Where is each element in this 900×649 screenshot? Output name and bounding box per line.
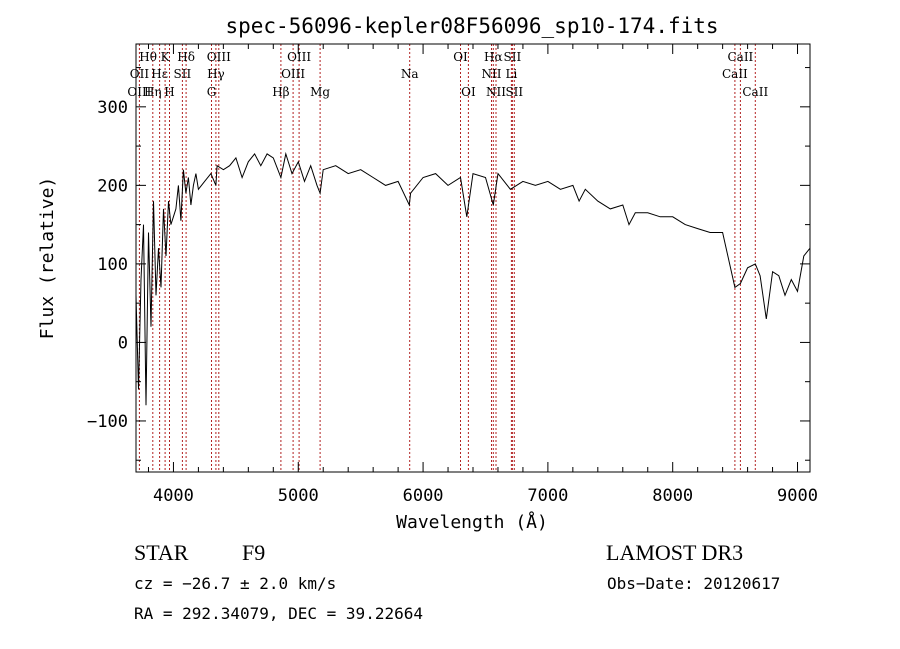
x-axis-title: Wavelength (Å)	[396, 511, 548, 533]
y-axis-title: Flux (relative)	[37, 177, 58, 340]
line-label: OIII	[207, 50, 231, 64]
x-tick-label: 8000	[652, 486, 693, 506]
line-label: SII	[174, 67, 192, 81]
line-label: Hδ	[177, 50, 195, 64]
line-label: OI	[453, 50, 468, 64]
line-label: Hα	[484, 50, 503, 64]
x-tick-label: 4000	[153, 486, 194, 506]
line-label: NII	[486, 85, 506, 99]
line-label: Hγ	[207, 67, 225, 81]
x-axis-ticks: 4000 5000 6000 7000 8000 9000	[147, 44, 818, 506]
chart-title: spec-56096-kepler08F56096_sp10-174.fits	[225, 14, 718, 38]
line-label: CaII	[742, 85, 768, 99]
line-label: Li	[505, 67, 517, 81]
line-label: OII	[130, 67, 150, 81]
y-tick-label: 0	[118, 333, 128, 353]
plot-frame	[135, 43, 811, 473]
line-label: NII	[482, 67, 502, 81]
x-tick-label: 5000	[278, 486, 319, 506]
line-label: OI	[461, 85, 476, 99]
line-label: Hβ	[272, 85, 289, 99]
line-label: OIII	[127, 85, 151, 99]
line-label: H	[164, 85, 174, 99]
line-label: Hθ	[139, 50, 157, 64]
survey-name: LAMOST DR3	[606, 540, 744, 565]
y-tick-label: 200	[97, 176, 128, 196]
y-axis-ticks: −100 0 100 200 300	[87, 67, 810, 461]
line-label: Mg	[310, 85, 330, 99]
line-label: OIII	[287, 50, 311, 64]
line-label: K	[161, 50, 171, 64]
spectrum-line	[135, 151, 811, 406]
y-tick-label: −100	[87, 412, 128, 432]
line-label: CaII	[722, 67, 748, 81]
line-label: OIII	[281, 67, 305, 81]
y-tick-label: 100	[97, 255, 128, 275]
sky-coordinates: RA = 292.34079, DEC = 39.22664	[134, 604, 423, 623]
line-label: Hε	[151, 67, 168, 81]
line-label: SII	[504, 50, 522, 64]
x-tick-label: 6000	[403, 486, 444, 506]
line-label: CaII	[727, 50, 753, 64]
line-markers-group	[138, 44, 756, 472]
x-tick-label: 7000	[527, 486, 568, 506]
line-label: Hη	[144, 85, 162, 99]
spectral-subclass: F9	[242, 540, 266, 565]
redshift-velocity: cz = −26.7 ± 2.0 km/s	[134, 574, 337, 593]
line-label: SII	[505, 85, 523, 99]
object-class: STAR	[134, 540, 189, 565]
x-tick-label: 9000	[777, 486, 818, 506]
y-tick-label: 300	[97, 98, 128, 118]
observation-date: Obs−Date: 20120617	[607, 574, 781, 593]
line-label: G	[207, 85, 217, 99]
line-label: Na	[401, 67, 419, 81]
